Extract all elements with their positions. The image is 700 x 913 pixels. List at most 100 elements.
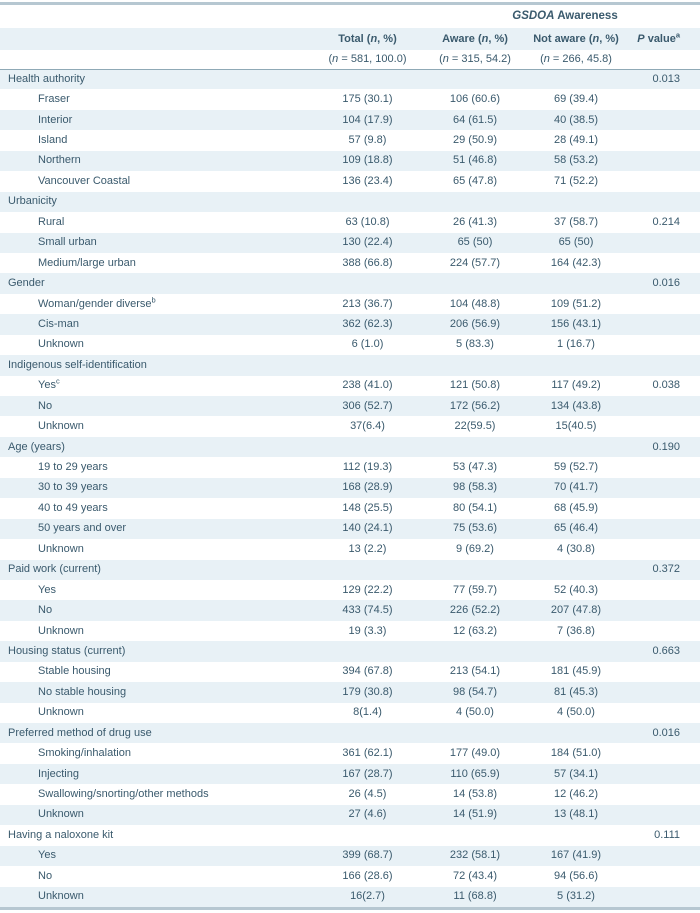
cell-p-value [632, 151, 700, 171]
column-header-not-aware: Not aware (n, %) [533, 32, 619, 45]
cell-aware: 65 (47.8) [452, 174, 498, 187]
cell-not-aware: 71 (52.2) [553, 174, 599, 187]
cell-total: 27 (4.6) [348, 808, 387, 821]
cell-p-value: 0.663 [652, 644, 680, 657]
cell-total: 136 (23.4) [342, 174, 393, 187]
cell-not-aware: 52 (40.3) [553, 583, 599, 596]
cell-not-aware [520, 641, 632, 661]
table-row: Vancouver Coastal 136 (23.4) 65 (47.8) 71 (… [0, 171, 700, 191]
subheader-total-n: (n = 581, 100.0) [328, 52, 407, 65]
cell-not-aware: 65 (50) [558, 236, 594, 249]
cell-label: Yes [38, 583, 56, 596]
cell-not-aware: 181 (45.9) [550, 665, 602, 678]
subheader-aware-n: (n = 315, 54.2) [439, 52, 511, 65]
cell-p-value [632, 110, 700, 130]
cell-total: 130 (22.4) [342, 236, 393, 249]
cell-p-value: 0.111 [654, 828, 680, 841]
cell-total [305, 723, 430, 743]
top-rule [0, 2, 700, 5]
cell-label: Northern [38, 154, 81, 167]
cell-not-aware [520, 437, 632, 457]
category-row: Age (years) 0.190 [0, 436, 700, 458]
bottom-rule [0, 906, 700, 910]
cell-aware: 14 (53.8) [452, 788, 498, 801]
spanner-spacer [0, 5, 430, 28]
table-row: Interior 104 (17.9) 64 (61.5) 40 (38.5) [0, 109, 700, 131]
cell-p-value [632, 253, 700, 273]
cell-not-aware: 4 (30.8) [557, 542, 595, 555]
cell-aware: 224 (57.7) [449, 256, 501, 269]
cell-not-aware: 7 (36.8) [557, 624, 595, 637]
table-row: Fraser 175 (30.1) 106 (60.6) 69 (39.4) [0, 89, 700, 109]
cell-aware: 226 (52.2) [449, 604, 501, 617]
cell-total: 148 (25.5) [342, 501, 393, 514]
cell-aware: 121 (50.8) [449, 379, 501, 392]
cell-p-value: 0.214 [652, 215, 680, 228]
table-body: Health authority 0.013 Fraser 175 (30.1) 106… [0, 69, 700, 907]
table-row: Swallowing/snorting/other methods 26 (4.5… [0, 784, 700, 804]
cell-p-value [632, 457, 700, 477]
cell-label: Unknown [38, 542, 84, 555]
cell-p-value [632, 539, 700, 559]
cell-not-aware: 58 (53.2) [553, 154, 599, 167]
cell-p-value [632, 621, 700, 641]
cell-total: 394 (67.8) [342, 665, 393, 678]
table-row: Unknown 27 (4.6) 14 (51.9) 13 (48.1) [0, 804, 700, 826]
cell-total: 13 (2.2) [348, 542, 387, 555]
cell-total: 63 (10.8) [345, 215, 390, 228]
table-row: Yes 399 (68.7) 232 (58.1) 167 (41.9) [0, 845, 700, 867]
cell-aware: 9 (69.2) [456, 542, 494, 555]
cell-not-aware: 59 (52.7) [553, 461, 599, 474]
cell-not-aware: 15(40.5) [555, 420, 597, 433]
cell-not-aware: 70 (41.7) [553, 481, 599, 494]
table-row: Yesc 238 (41.0) 121 (50.8) 117 (49.2) 0.038 [0, 376, 700, 396]
cell-total: 6 (1.0) [351, 338, 384, 351]
cell-p-value [632, 519, 700, 539]
cell-not-aware: 164 (42.3) [550, 256, 602, 269]
cell-aware: 80 (54.1) [452, 501, 498, 514]
column-header-p-value: P valuea [637, 29, 680, 45]
cell-aware: 65 (50) [457, 236, 493, 249]
cell-label: Rural [38, 215, 65, 228]
cell-label: Interior [38, 113, 73, 126]
table-row: Smoking/inhalation 361 (62.1) 177 (49.0) 18… [0, 743, 700, 763]
cell-not-aware: 4 (50.0) [557, 706, 595, 719]
cell-p-value: 0.016 [652, 277, 680, 290]
cell-p-value [632, 764, 700, 784]
cell-label: Small urban [38, 236, 97, 249]
cell-aware: 4 (50.0) [456, 706, 494, 719]
cell-aware: 51 (46.8) [452, 154, 498, 167]
cell-total [305, 560, 430, 580]
table-row: Cis-man 362 (62.3) 206 (56.9) 156 (43.1) [0, 314, 700, 335]
table-row: Unknown 16(2.7) 11 (68.8) 5 (31.2) [0, 886, 700, 907]
cell-total [305, 273, 430, 293]
category-row: Health authority 0.013 [0, 69, 700, 90]
cell-total: 19 (3.3) [348, 624, 387, 637]
cell-p-value [632, 887, 700, 907]
cell-label: 40 to 49 years [38, 501, 108, 514]
cell-total: 168 (28.9) [342, 481, 393, 494]
table-row: Northern 109 (18.8) 51 (46.8) 58 (53.2) [0, 150, 700, 172]
cell-total: 112 (19.3) [342, 461, 393, 474]
cell-aware: 77 (59.7) [452, 583, 498, 596]
cell-aware: 53 (47.3) [452, 461, 498, 474]
spanner-row: GSDOA Awareness [0, 5, 700, 28]
category-row: Indigenous self-identification [0, 355, 700, 376]
cell-not-aware: 28 (49.1) [553, 134, 599, 147]
cell-not-aware: 57 (34.1) [553, 767, 599, 780]
cell-p-value [632, 233, 700, 253]
cell-aware: 12 (63.2) [452, 624, 498, 637]
cell-not-aware [520, 560, 632, 580]
cell-aware: 72 (43.4) [452, 869, 498, 882]
cell-aware: 213 (54.1) [449, 665, 501, 678]
cell-not-aware: 109 (51.2) [550, 297, 602, 310]
cell-p-value: 0.016 [652, 726, 680, 739]
cell-aware: 64 (61.5) [452, 113, 498, 126]
table-row: 30 to 39 years 168 (28.9) 98 (58.3) 70 (41.… [0, 477, 700, 499]
cell-aware: 29 (50.9) [452, 134, 498, 147]
cell-total: 37(6.4) [350, 420, 385, 433]
cell-label: Unknown [38, 808, 84, 821]
cell-not-aware [520, 69, 632, 89]
cell-aware: 177 (49.0) [449, 747, 501, 760]
